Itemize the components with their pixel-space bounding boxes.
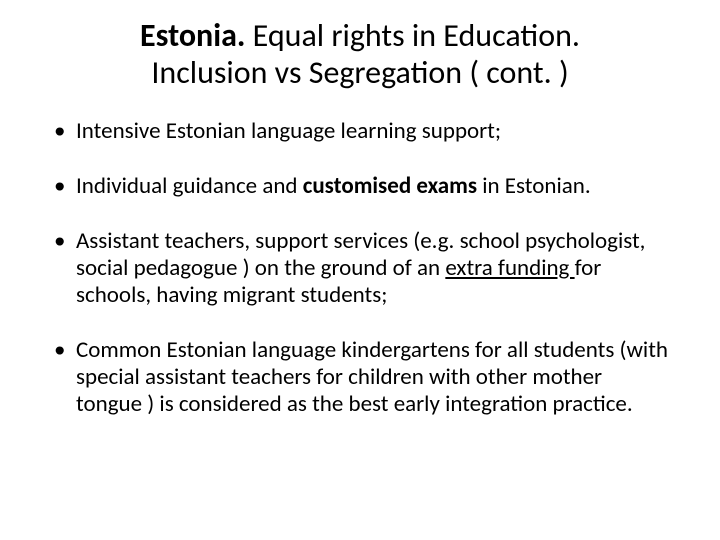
bullet-item: Individual guidance and customised exams… <box>48 173 672 200</box>
slide-title: Estonia. Equal rights in Education. Incl… <box>48 18 672 92</box>
bullet-item: Assistant teachers, support services (e.… <box>48 228 672 309</box>
bullet-text-segment: extra funding <box>445 254 574 282</box>
bullet-text-segment: Common Estonian language kindergartens f… <box>76 336 668 418</box>
title-line-2: Inclusion vs Segregation ( cont. ) <box>151 53 568 92</box>
bullet-item: Intensive Estonian language learning sup… <box>48 118 672 145</box>
title-prefix: Estonia. <box>140 16 245 55</box>
bullet-text-segment: Individual guidance and <box>76 172 303 200</box>
title-rest-1: Equal rights in Education. <box>245 16 580 55</box>
bullet-item: Common Estonian language kindergartens f… <box>48 337 672 418</box>
bullet-list: Intensive Estonian language learning sup… <box>48 118 672 419</box>
bullet-text-segment: Intensive Estonian language learning sup… <box>76 117 501 145</box>
title-line-1: Estonia. Equal rights in Education. <box>48 18 672 55</box>
bullet-text-segment: customised exams <box>303 172 477 200</box>
slide: Estonia. Equal rights in Education. Incl… <box>0 0 720 540</box>
bullet-text-segment: in Estonian. <box>477 172 591 200</box>
